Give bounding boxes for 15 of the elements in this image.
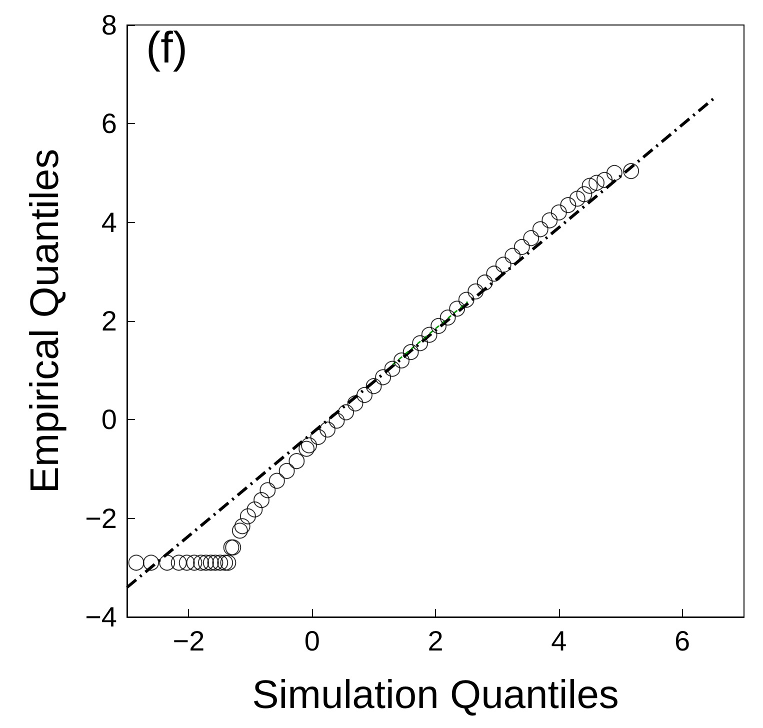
y-tick-label: −2 bbox=[85, 502, 117, 534]
x-tick-label: 6 bbox=[674, 626, 690, 656]
y-tick-label: 8 bbox=[101, 10, 117, 40]
x-tick-label: 2 bbox=[428, 626, 444, 656]
x-tick-label: −2 bbox=[172, 626, 205, 656]
y-tick-label: 2 bbox=[101, 306, 117, 336]
x-tick-label: 4 bbox=[551, 626, 567, 656]
y-tick-label: −4 bbox=[85, 602, 117, 632]
annotation: (f) bbox=[146, 24, 188, 72]
y-tick-label: 6 bbox=[101, 108, 117, 140]
x-tick-label: 0 bbox=[304, 626, 320, 656]
y-axis-title: Empirical Quantiles bbox=[23, 148, 67, 494]
y-tick-label: 4 bbox=[101, 206, 117, 238]
x-axis-title: Simulation Quantiles bbox=[252, 673, 619, 717]
y-tick-label: 0 bbox=[101, 404, 117, 436]
